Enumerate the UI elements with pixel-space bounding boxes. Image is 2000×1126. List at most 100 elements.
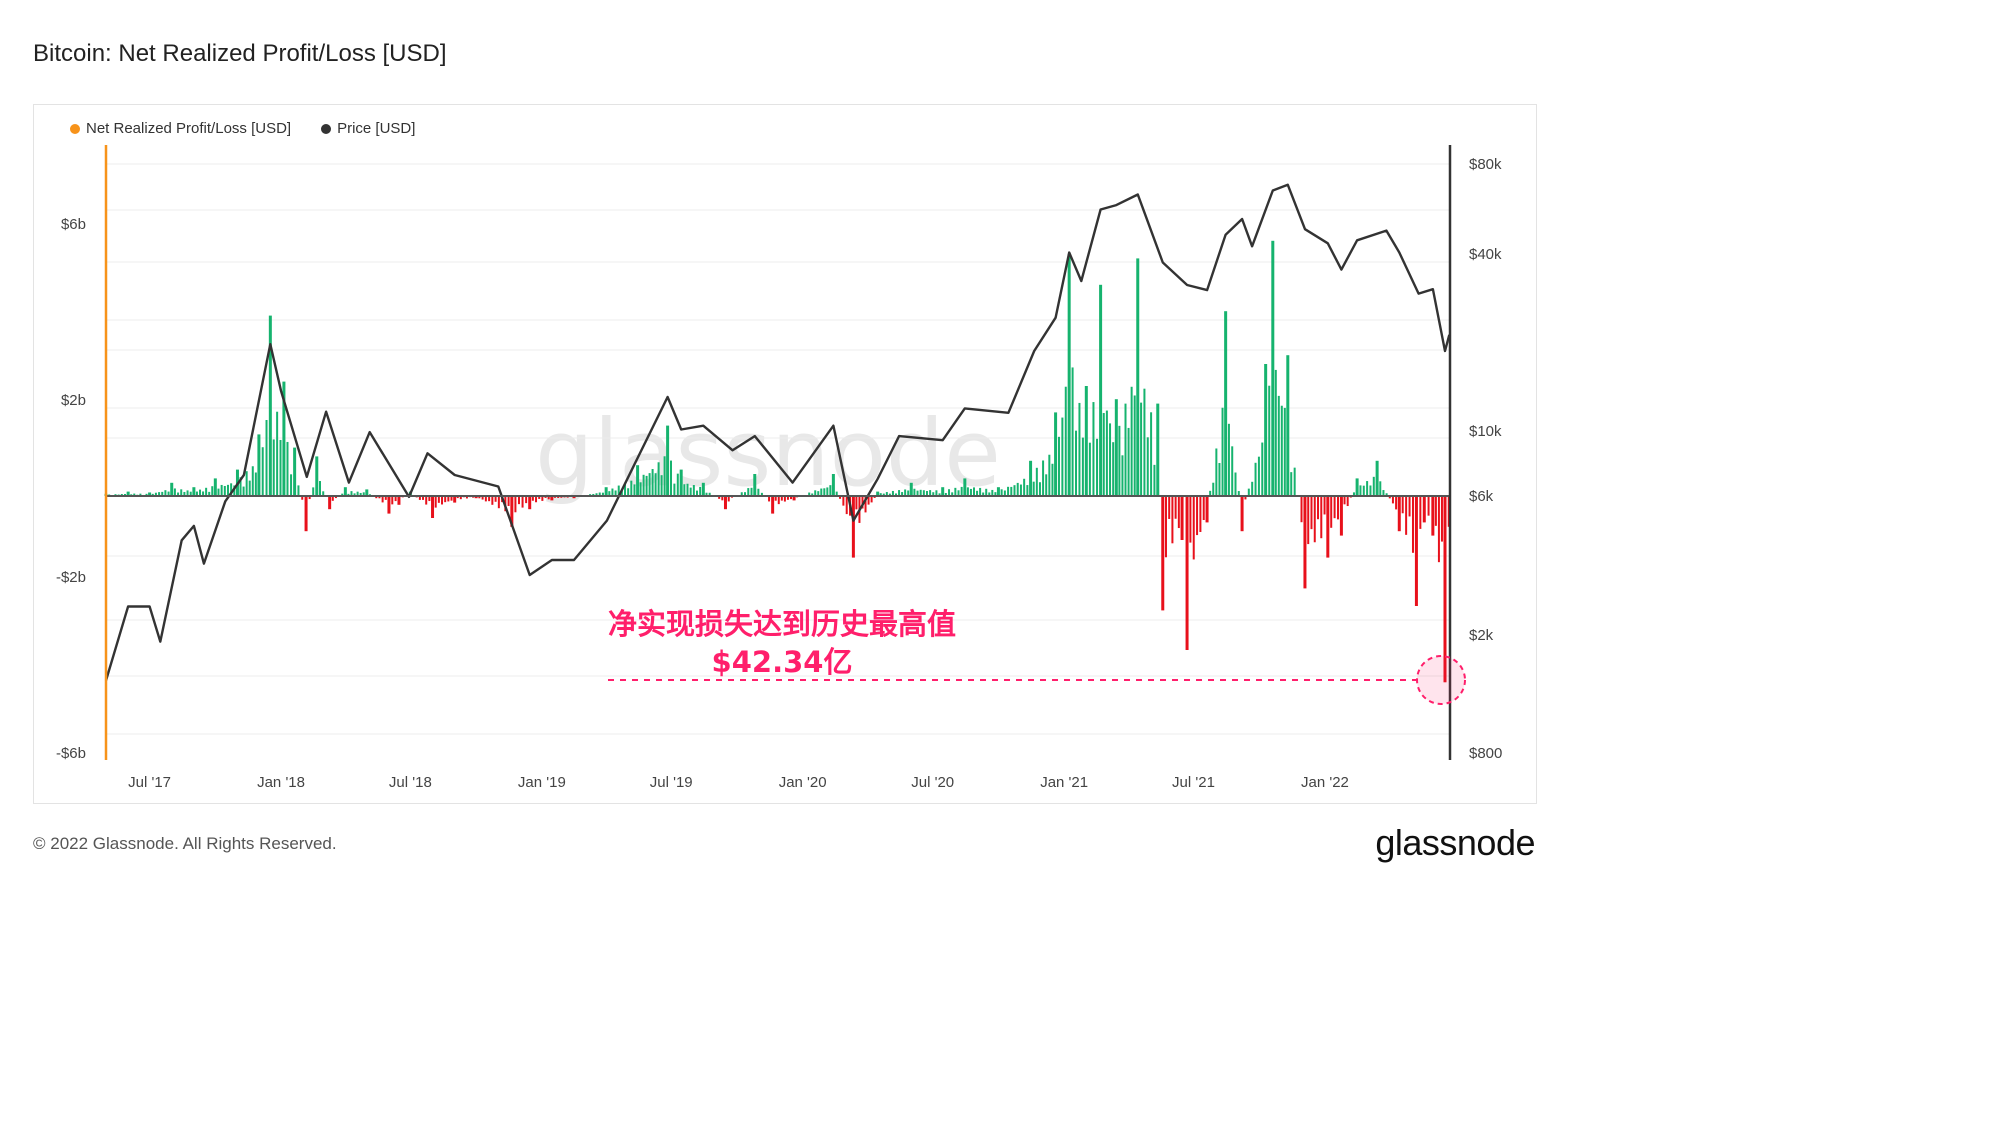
profit-bar <box>985 488 988 496</box>
profit-bar <box>1140 402 1143 496</box>
profit-bar <box>922 490 925 496</box>
profit-bar <box>251 466 254 496</box>
profit-bar <box>126 491 130 496</box>
profit-bar <box>909 482 913 496</box>
profit-bar <box>831 474 835 496</box>
loss-bar <box>1337 496 1339 520</box>
loss-bar <box>507 496 510 506</box>
loss-bar <box>441 496 444 505</box>
loss-bar <box>1391 496 1394 504</box>
profit-bar <box>123 493 126 496</box>
profit-bar <box>1016 482 1019 496</box>
profit-bar <box>167 491 170 496</box>
profit-bar <box>359 492 362 496</box>
profit-bar <box>1234 472 1237 496</box>
profit-bar <box>689 487 692 496</box>
profit-bar <box>265 420 268 496</box>
loss-bar <box>1310 496 1313 530</box>
profit-bar <box>1057 436 1060 496</box>
profit-bar <box>1000 489 1003 496</box>
profit-bar <box>1224 311 1228 496</box>
profit-bar <box>829 485 832 496</box>
legend-item-nrpl[interactable]: Net Realized Profit/Loss [USD] <box>70 120 291 137</box>
profit-bar <box>1280 405 1283 496</box>
profit-bar <box>1064 386 1067 496</box>
profit-bar <box>925 491 928 496</box>
loss-bar <box>1189 496 1192 543</box>
x-tick-label: Jul '20 <box>911 774 954 791</box>
x-tick-label: Jan '19 <box>518 774 566 791</box>
loss-bar <box>531 496 534 501</box>
profit-bar <box>666 425 670 496</box>
profit-bar <box>1274 369 1277 496</box>
loss-bar <box>839 496 842 499</box>
profit-bar <box>617 485 620 496</box>
loss-bar <box>547 496 550 500</box>
y-left-tick-label: -$2b <box>56 569 86 586</box>
profit-bar <box>248 480 251 496</box>
chart-title: Bitcoin: Net Realized Profit/Loss [USD] <box>33 40 447 67</box>
profit-bar <box>1045 474 1048 496</box>
loss-bar <box>397 496 401 505</box>
profit-bar <box>969 488 972 496</box>
profit-bar <box>1026 485 1029 496</box>
profit-bar <box>627 488 630 496</box>
price-line[interactable] <box>104 183 1451 681</box>
loss-bar <box>1307 496 1310 545</box>
profit-bar <box>1221 407 1224 496</box>
loss-bar <box>1171 496 1174 544</box>
profit-bar <box>1054 412 1058 496</box>
profit-bar <box>1268 385 1271 496</box>
profit-bar <box>705 492 708 496</box>
profit-bar <box>318 481 321 496</box>
profit-bar <box>808 492 811 496</box>
profit-bar <box>651 469 654 496</box>
loss-bar <box>491 496 494 505</box>
profit-bar <box>957 490 960 496</box>
profit-bar <box>312 487 315 496</box>
profit-bar <box>226 484 229 496</box>
loss-bar <box>418 496 421 500</box>
loss-bar <box>851 496 855 558</box>
profit-bar <box>1212 482 1215 496</box>
profit-bar <box>1136 258 1140 496</box>
profit-bar <box>1084 386 1088 496</box>
profit-bar <box>290 474 293 496</box>
profit-bar <box>133 493 136 496</box>
loss-bar <box>1434 496 1437 526</box>
profit-bar <box>261 447 264 496</box>
loss-bar <box>1168 496 1171 519</box>
profit-bar <box>1271 240 1275 496</box>
profit-bar <box>1088 442 1091 496</box>
y-left-tick-label: $6b <box>61 216 86 233</box>
loss-bar <box>1177 496 1180 529</box>
loss-bar <box>434 496 437 508</box>
profit-bar <box>151 493 154 496</box>
profit-bar <box>611 488 614 496</box>
loss-bar <box>465 496 468 499</box>
loss-bar <box>328 496 332 510</box>
profit-bar <box>994 492 997 496</box>
profit-bar <box>944 492 947 496</box>
profit-bar <box>1277 395 1280 496</box>
profit-bar <box>1227 423 1230 496</box>
profit-bar <box>279 439 282 496</box>
profit-bar <box>814 490 817 496</box>
profit-bar <box>1150 412 1153 496</box>
profit-bar <box>823 488 826 496</box>
loss-bar <box>1313 496 1316 543</box>
profit-bar <box>154 492 157 496</box>
loss-bar <box>1419 496 1422 529</box>
profit-bar <box>192 487 196 496</box>
profit-bar <box>254 472 257 496</box>
profit-bar <box>620 490 623 496</box>
loss-bar <box>387 496 391 514</box>
loss-bar <box>1427 496 1430 516</box>
loss-bar <box>721 496 724 501</box>
loss-bar <box>1244 496 1247 500</box>
glassnode-logo[interactable]: glassnode <box>1375 822 1535 863</box>
legend-item-price[interactable]: Price [USD] <box>321 120 415 137</box>
loss-bar <box>538 496 541 499</box>
profit-bar <box>1121 455 1124 496</box>
profit-bar <box>948 489 951 496</box>
